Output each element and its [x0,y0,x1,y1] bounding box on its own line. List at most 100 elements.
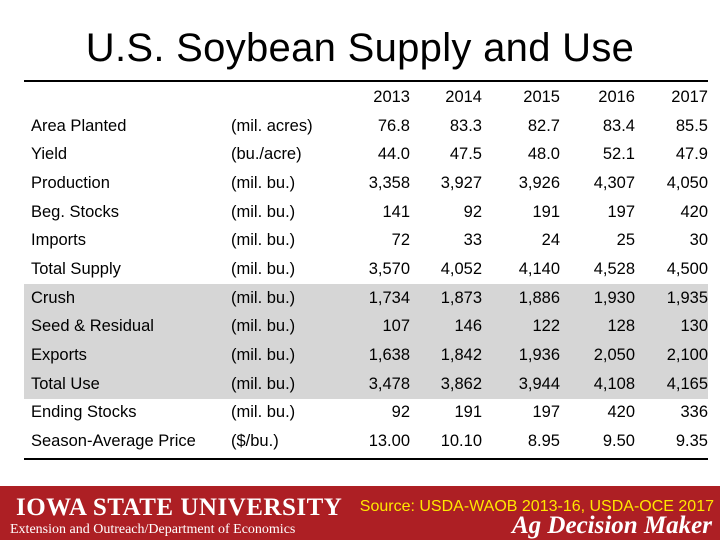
row-unit: (mil. bu.) [231,231,296,250]
value-cell: 1,930 [560,283,635,313]
row-unit: (mil. acres) [231,116,313,135]
supply-use-table: 2013 2014 2015 2016 2017 Area Planted (mi… [24,83,708,456]
source-note: Source: USDA-WAOB 2013-16, USDA-OCE 2017 [359,498,714,515]
value-cell: 3,926 [518,173,560,192]
value-cell: 336 [680,403,708,422]
value-cell: 44.0 [377,145,410,164]
value-cell: 3,927 [440,173,482,192]
value-cell: 107 [338,312,410,342]
value-cell: 1,936 [482,341,560,370]
value-cell: 197 [532,403,560,422]
row-label: Yield [31,145,68,164]
value-cell: 13.00 [368,432,410,451]
value-cell: 9.50 [602,432,635,451]
value-cell: 33 [463,231,482,250]
row-label: Total Supply [31,259,121,278]
row-label: Imports [31,231,87,250]
value-cell: 9.35 [675,432,708,451]
row-unit: (mil. bu.) [231,202,296,221]
row-unit: ($/bu.) [231,432,279,451]
table-bottom-rule [24,458,708,460]
table-row: Ending Stocks (mil. bu.) 92 191 197 420 336 [24,399,708,428]
table-row: Crush (mil. bu.) 1,734 1,873 1,886 1,930 1,935 [24,283,708,313]
value-cell: 4,307 [593,173,635,192]
value-cell: 191 [454,403,482,422]
row-unit: (mil. bu.) [231,259,296,278]
row-label: Crush [24,283,224,313]
year-header: 2014 [445,87,482,106]
value-cell: 92 [463,202,482,221]
value-cell: 3,478 [338,369,410,399]
value-cell: 10.10 [440,432,482,451]
value-cell: 128 [560,312,635,342]
value-cell: 3,358 [368,173,410,192]
value-cell: 83.4 [602,116,635,135]
value-cell: 72 [391,231,410,250]
value-cell: 4,165 [635,369,708,399]
row-label: Area Planted [31,116,127,135]
value-cell: 191 [532,202,560,221]
table-row: Total Supply (mil. bu.) 3,570 4,052 4,140 4,5… [24,255,708,284]
row-unit: (mil. bu.) [231,173,296,192]
row-unit: (mil. bu.) [224,312,338,342]
row-label: Production [31,173,110,192]
footer-bar [0,486,720,540]
value-cell: 1,935 [635,283,708,313]
value-cell: 146 [410,312,482,342]
value-cell: 420 [680,202,708,221]
extension-text: Extension and Outreach/Department of Eco… [10,522,296,537]
year-header: 2016 [598,87,635,106]
value-cell: 1,873 [410,283,482,313]
value-cell: 3,570 [368,259,410,278]
value-cell: 122 [482,312,560,342]
university-logo: Iowa State University [16,494,343,521]
table-row: Area Planted (mil. acres) 76.8 83.3 82.7 83.4… [24,112,708,141]
row-unit: (mil. bu.) [231,403,296,422]
row-label: Exports [24,341,224,370]
value-cell: 30 [689,231,708,250]
year-header: 2017 [671,87,708,106]
row-label: Season-Average Price [31,432,196,451]
table-row: Total Use (mil. bu.) 3,478 3,862 3,944 4,108 4… [24,369,708,399]
row-label: Seed & Residual [24,312,224,342]
value-cell: 82.7 [527,116,560,135]
value-cell: 1,734 [338,283,410,313]
value-cell: 141 [382,202,410,221]
table-row: Imports (mil. bu.) 72 33 24 25 30 [24,226,708,255]
value-cell: 197 [607,202,635,221]
value-cell: 76.8 [377,116,410,135]
table-row: Production (mil. bu.) 3,358 3,927 3,926 4,307… [24,169,708,198]
value-cell: 4,500 [666,259,708,278]
value-cell: 47.9 [675,145,708,164]
value-cell: 420 [607,403,635,422]
value-cell: 4,140 [518,259,560,278]
row-unit: (mil. bu.) [224,283,338,313]
value-cell: 2,100 [635,341,708,370]
table-row: Beg. Stocks (mil. bu.) 141 92 191 197 420 [24,198,708,227]
value-cell: 52.1 [602,145,635,164]
value-cell: 47.5 [449,145,482,164]
value-cell: 130 [635,312,708,342]
value-cell: 2,050 [560,341,635,370]
year-header: 2013 [373,87,410,106]
header-blank [24,83,224,112]
table-row: Season-Average Price ($/bu.) 13.00 10.10 8.9… [24,427,708,456]
value-cell: 1,886 [482,283,560,313]
row-unit: (bu./acre) [231,145,302,164]
value-cell: 92 [391,403,410,422]
table-row: Exports (mil. bu.) 1,638 1,842 1,936 2,050 2,1… [24,341,708,370]
year-header: 2015 [523,87,560,106]
value-cell: 83.3 [449,116,482,135]
value-cell: 1,638 [338,341,410,370]
value-cell: 3,862 [410,369,482,399]
table-header-row: 2013 2014 2015 2016 2017 [24,83,708,112]
value-cell: 25 [616,231,635,250]
value-cell: 85.5 [675,116,708,135]
table-top-rule [24,80,708,82]
row-unit: (mil. bu.) [224,341,338,370]
row-label: Ending Stocks [31,403,137,422]
value-cell: 24 [541,231,560,250]
table-row: Yield (bu./acre) 44.0 47.5 48.0 52.1 47.9 [24,140,708,169]
value-cell: 4,528 [593,259,635,278]
value-cell: 48.0 [527,145,560,164]
